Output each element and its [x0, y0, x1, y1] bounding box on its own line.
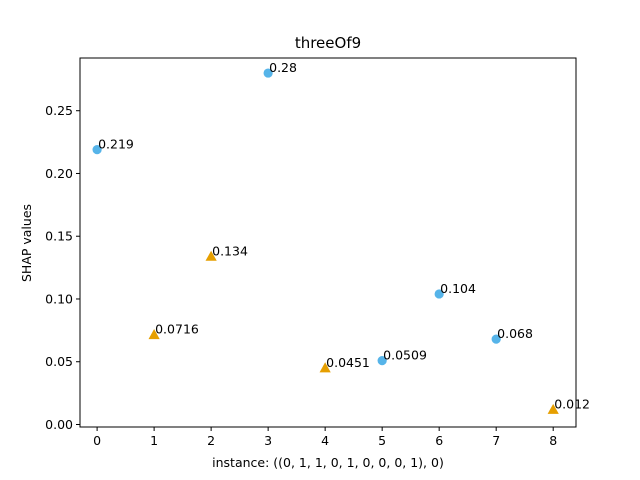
data-point-circle	[92, 145, 102, 155]
x-tick-label: 2	[207, 433, 215, 448]
y-axis-title: SHAP values	[19, 204, 34, 282]
data-label: 0.104	[440, 281, 476, 296]
chart-title: threeOf9	[295, 34, 361, 52]
x-tick-label: 5	[378, 433, 386, 448]
data-label: 0.134	[212, 243, 248, 258]
x-tick-label: 8	[549, 433, 557, 448]
x-tick-label: 0	[93, 433, 101, 448]
data-label: 0.012	[554, 396, 590, 411]
data-point-triangle	[547, 403, 559, 414]
x-tick-label: 7	[492, 433, 500, 448]
y-tick-label: 0.05	[45, 354, 73, 369]
data-point-circle	[263, 68, 273, 78]
x-tick-label: 1	[150, 433, 158, 448]
data-label: 0.219	[98, 137, 134, 152]
y-tick-label: 0.10	[45, 291, 73, 306]
x-tick-label: 4	[321, 433, 329, 448]
data-label: 0.0451	[326, 355, 370, 370]
plot-area: 0 1 2 3 4 5 6 7 8 0.00 0.05 0.10 0.15 0.20 0.25 0.219 0.…	[45, 60, 590, 448]
data-label: 0.0509	[383, 348, 427, 363]
x-tick-label: 3	[264, 433, 272, 448]
data-point-triangle	[319, 362, 331, 373]
data-label: 0.068	[497, 326, 533, 341]
data-point-circle	[434, 289, 444, 299]
data-point-triangle	[205, 250, 217, 261]
data-label: 0.28	[269, 60, 297, 75]
plot-frame	[79, 57, 577, 428]
x-tick-label: 6	[435, 433, 443, 448]
data-point-circle	[491, 334, 501, 344]
y-tick-label: 0.00	[45, 417, 73, 432]
data-label: 0.0716	[155, 322, 199, 337]
y-tick-label: 0.15	[45, 229, 73, 244]
x-axis-title: instance: ((0, 1, 1, 0, 1, 0, 0, 0, 1), …	[212, 455, 444, 470]
y-tick-label: 0.20	[45, 166, 73, 181]
data-point-triangle	[148, 329, 160, 340]
data-point-circle	[377, 356, 387, 366]
y-tick-label: 0.25	[45, 103, 73, 118]
